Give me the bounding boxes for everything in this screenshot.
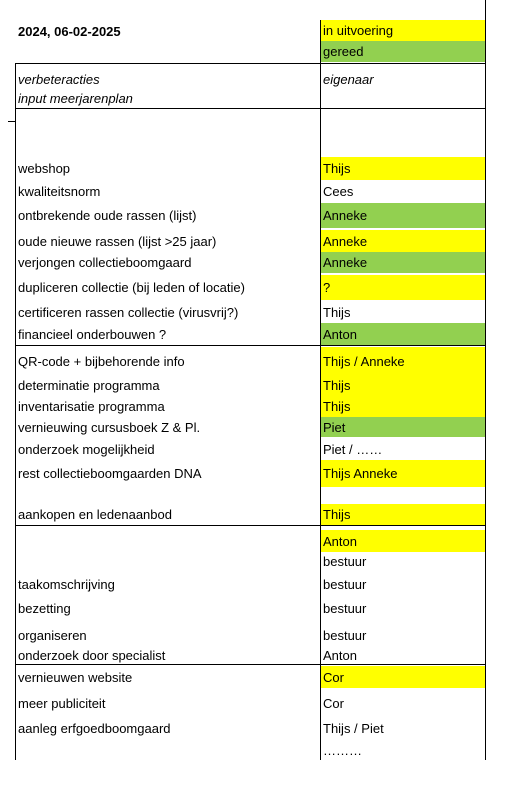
status-fill (320, 323, 485, 345)
grid-line (485, 0, 486, 760)
status-fill (320, 417, 485, 437)
owner-cell: Anneke (323, 255, 368, 270)
owner-cell: ……… (323, 742, 362, 758)
status-fill (320, 666, 485, 688)
action-cell: determinatie programma (18, 378, 160, 393)
grid-line (15, 63, 16, 760)
owner-cell: Thijs (323, 304, 351, 320)
status-fill (320, 157, 485, 180)
status-fill (320, 396, 485, 417)
action-cell: verjongen collectieboomgaard (18, 255, 192, 270)
owner-cell: Anton (323, 533, 357, 549)
owner-cell: Piet (323, 419, 346, 435)
grid-line (15, 63, 486, 64)
owner-cell: Cees (323, 183, 354, 199)
action-cell: financieel onderbouwen ? (18, 326, 167, 342)
action-cell: taakomschrijving (18, 576, 115, 592)
action-cell: inventarisatie programma (18, 399, 165, 414)
action-cell: QR-code + bijbehorende info (18, 353, 185, 369)
status-fill (320, 252, 485, 273)
action-cell: organiseren (18, 627, 87, 643)
status-fill (320, 530, 485, 552)
grid-line (15, 664, 486, 665)
status-fill (320, 230, 485, 252)
owner-cell: Thijs / Anneke (323, 353, 405, 369)
grid-line (320, 20, 321, 760)
owner-cell: Anneke (323, 208, 368, 223)
legend-label: in uitvoering (323, 23, 394, 38)
owner-cell: Piet / …… (323, 441, 383, 457)
owner-cell: Cor (323, 695, 344, 711)
legend-swatch (320, 20, 485, 41)
grid-line (8, 121, 15, 122)
status-fill (320, 347, 485, 375)
column-header: eigenaar (323, 72, 374, 87)
owner-cell: Cor (323, 669, 344, 685)
column-header: input meerjarenplan (18, 91, 133, 106)
action-cell: oude nieuwe rassen (lijst >25 jaar) (18, 233, 217, 249)
action-cell: vernieuwing cursusboek Z & Pl. (18, 419, 201, 435)
owner-cell: bestuur (323, 627, 367, 643)
owner-cell: bestuur (323, 600, 367, 616)
owner-cell: bestuur (323, 576, 367, 592)
action-cell: onderzoek mogelijkheid (18, 441, 155, 457)
action-cell: vernieuwen website (18, 669, 133, 685)
owner-cell: Thijs (323, 507, 351, 522)
sheet-title: 2024, 06-02-2025 (18, 23, 121, 39)
status-fill (320, 203, 485, 228)
owner-cell: Anton (323, 326, 357, 342)
action-cell: aankopen en ledenaanbod (18, 507, 172, 522)
owner-cell: Thijs (323, 399, 351, 414)
owner-cell: Anneke (323, 233, 368, 249)
action-cell: rest collectieboomgaarden DNA (18, 466, 202, 481)
owner-cell: bestuur (323, 553, 367, 569)
action-cell: webshop (18, 161, 71, 176)
column-header: verbeteracties (18, 72, 100, 87)
status-fill (320, 275, 485, 300)
status-fill (320, 375, 485, 396)
action-cell: bezetting (18, 600, 71, 616)
status-fill (320, 460, 485, 487)
owner-cell: Thijs (323, 161, 351, 176)
action-cell: meer publiciteit (18, 695, 106, 711)
action-cell: kwaliteitsnorm (18, 183, 101, 199)
owner-cell: Thijs Anneke (323, 466, 398, 481)
legend-label: gereed (323, 44, 364, 59)
grid-line (15, 108, 486, 109)
action-cell: onderzoek door specialist (18, 647, 166, 663)
grid-line (15, 525, 486, 526)
owner-cell: Thijs / Piet (323, 720, 384, 736)
legend-swatch (320, 41, 485, 62)
action-cell: certificeren rassen collectie (virusvrij… (18, 304, 239, 320)
owner-cell: ? (323, 280, 331, 295)
owner-cell: Anton (323, 647, 357, 663)
status-fill (320, 504, 485, 525)
action-cell: dupliceren collectie (bij leden of locat… (18, 280, 245, 295)
action-cell: ontbrekende oude rassen (lijst) (18, 208, 197, 223)
action-cell: aanleg erfgoedboomgaard (18, 720, 171, 736)
owner-cell: Thijs (323, 378, 351, 393)
grid-line (15, 345, 486, 346)
